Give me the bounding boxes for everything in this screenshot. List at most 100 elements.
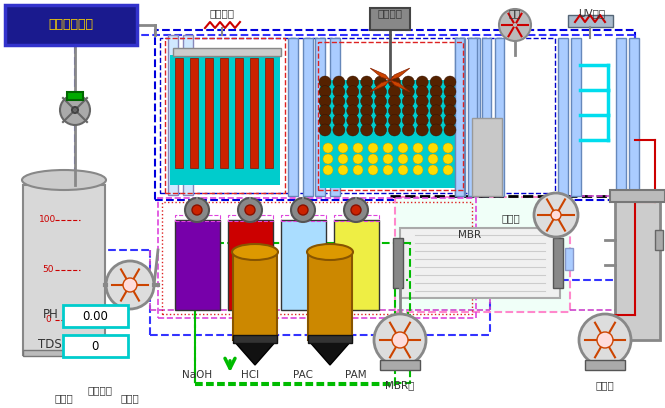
Text: MBR: MBR bbox=[458, 230, 481, 240]
Circle shape bbox=[333, 86, 345, 98]
Bar bbox=[315, 38, 325, 196]
Bar bbox=[318, 42, 463, 190]
Circle shape bbox=[416, 105, 428, 117]
Bar bbox=[160, 38, 555, 193]
Text: TDS: TDS bbox=[38, 339, 62, 352]
Circle shape bbox=[374, 114, 386, 126]
Text: 提升泵: 提升泵 bbox=[120, 393, 140, 403]
Bar bbox=[23, 185, 105, 355]
Ellipse shape bbox=[232, 244, 278, 260]
Circle shape bbox=[428, 165, 438, 175]
Circle shape bbox=[413, 154, 423, 164]
Circle shape bbox=[353, 154, 363, 164]
Circle shape bbox=[402, 105, 414, 117]
Circle shape bbox=[444, 105, 456, 117]
Circle shape bbox=[416, 124, 428, 136]
Bar bbox=[585, 360, 625, 370]
Bar bbox=[455, 38, 464, 196]
Circle shape bbox=[333, 95, 345, 107]
Bar bbox=[183, 35, 193, 195]
Bar bbox=[330, 38, 340, 196]
Circle shape bbox=[351, 205, 361, 215]
Circle shape bbox=[319, 95, 331, 107]
Bar bbox=[281, 220, 326, 310]
Bar bbox=[629, 38, 639, 196]
Circle shape bbox=[413, 143, 423, 153]
Circle shape bbox=[551, 210, 561, 220]
Bar bbox=[288, 38, 298, 196]
Circle shape bbox=[444, 95, 456, 107]
Circle shape bbox=[360, 76, 372, 88]
Text: MBR泵: MBR泵 bbox=[385, 380, 415, 390]
Circle shape bbox=[443, 154, 453, 164]
Bar bbox=[616, 38, 626, 196]
Circle shape bbox=[444, 86, 456, 98]
Circle shape bbox=[346, 105, 359, 117]
Circle shape bbox=[245, 205, 255, 215]
Bar bbox=[370, 8, 410, 30]
Bar bbox=[470, 38, 480, 196]
Circle shape bbox=[323, 143, 333, 153]
Circle shape bbox=[597, 332, 613, 348]
Circle shape bbox=[388, 105, 400, 117]
Bar bbox=[568, 15, 613, 27]
Circle shape bbox=[360, 114, 372, 126]
Polygon shape bbox=[308, 340, 352, 365]
Circle shape bbox=[398, 165, 408, 175]
Text: 臭氧: 臭氧 bbox=[509, 8, 521, 18]
Bar bbox=[63, 335, 128, 357]
Text: 污泥泵: 污泥泵 bbox=[596, 380, 614, 390]
Bar bbox=[63, 305, 128, 327]
Text: 废水收集管网: 废水收集管网 bbox=[49, 18, 94, 31]
Circle shape bbox=[323, 154, 333, 164]
Circle shape bbox=[238, 198, 262, 222]
Bar bbox=[250, 58, 258, 168]
Circle shape bbox=[360, 95, 372, 107]
Ellipse shape bbox=[22, 170, 106, 190]
Bar bbox=[175, 215, 220, 221]
Circle shape bbox=[416, 95, 428, 107]
Circle shape bbox=[428, 143, 438, 153]
Circle shape bbox=[368, 154, 378, 164]
Circle shape bbox=[368, 143, 378, 153]
Circle shape bbox=[398, 143, 408, 153]
Circle shape bbox=[388, 114, 400, 126]
Circle shape bbox=[430, 95, 442, 107]
Circle shape bbox=[374, 76, 386, 88]
Text: 曙气泵: 曙气泵 bbox=[501, 213, 521, 223]
Circle shape bbox=[319, 86, 331, 98]
Circle shape bbox=[402, 124, 414, 136]
Circle shape bbox=[192, 205, 202, 215]
Text: 达标排放: 达标排放 bbox=[88, 385, 112, 395]
Bar bbox=[220, 58, 228, 168]
Circle shape bbox=[60, 95, 90, 125]
Circle shape bbox=[416, 86, 428, 98]
Bar bbox=[165, 38, 285, 193]
Circle shape bbox=[323, 165, 333, 175]
Circle shape bbox=[353, 143, 363, 153]
Text: 泥絮搅拌: 泥絮搅拌 bbox=[378, 8, 402, 18]
Bar bbox=[67, 92, 83, 100]
Circle shape bbox=[398, 154, 408, 164]
Bar bbox=[571, 38, 581, 196]
Circle shape bbox=[106, 261, 154, 309]
Circle shape bbox=[402, 86, 414, 98]
Circle shape bbox=[333, 76, 345, 88]
Bar bbox=[281, 215, 326, 221]
Bar bbox=[23, 350, 105, 356]
Circle shape bbox=[333, 124, 345, 136]
Bar bbox=[205, 58, 213, 168]
Bar bbox=[320, 80, 460, 188]
Text: NaOH: NaOH bbox=[182, 370, 212, 380]
Circle shape bbox=[360, 124, 372, 136]
Polygon shape bbox=[233, 340, 277, 365]
Bar bbox=[5, 5, 137, 45]
Bar bbox=[233, 335, 277, 343]
Bar bbox=[155, 30, 635, 200]
Circle shape bbox=[430, 124, 442, 136]
Text: 100: 100 bbox=[39, 215, 57, 224]
Bar bbox=[334, 215, 379, 221]
Text: 调节池: 调节池 bbox=[55, 393, 73, 403]
Bar bbox=[175, 220, 220, 310]
Circle shape bbox=[368, 165, 378, 175]
